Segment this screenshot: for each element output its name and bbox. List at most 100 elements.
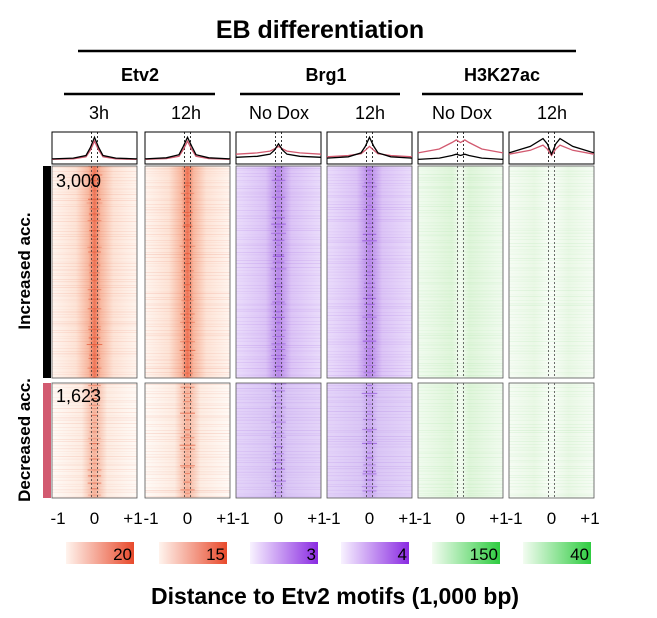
x-tick-label: +1	[398, 509, 417, 528]
heatmap-cells	[327, 166, 412, 378]
profile-line	[508, 137, 595, 156]
condition-label: 12h	[355, 103, 385, 123]
heatmap-decreased	[144, 382, 231, 499]
colorbar-gradient	[250, 542, 318, 564]
heatmap-decreased	[326, 382, 413, 499]
figure-title: EB differentiation	[216, 16, 424, 44]
x-tick-label: -1	[50, 509, 65, 528]
colorbar-gradient	[523, 542, 591, 564]
x-tick-label: 0	[365, 509, 374, 528]
heatmap-decreased	[235, 382, 322, 499]
heatmap-frame	[144, 382, 231, 499]
colorbar: 20	[66, 542, 134, 564]
colorbar-gradient	[432, 542, 500, 564]
profile-plot	[235, 131, 322, 165]
profile-line	[235, 145, 322, 155]
profile-line	[235, 142, 322, 158]
colorbar-max-label: 20	[113, 545, 132, 564]
cluster-label-decreased: Decreased acc.	[15, 378, 34, 502]
heatmap-cells	[236, 166, 321, 378]
x-tick-label: 0	[274, 509, 283, 528]
x-tick-label: -1	[234, 509, 249, 528]
profile-line	[417, 139, 504, 154]
heatmap-frame	[326, 165, 413, 379]
heatmap-increased	[51, 165, 138, 379]
x-tick-label: -1	[416, 509, 431, 528]
condition-label: 12h	[171, 103, 201, 123]
colorbar: 4	[341, 542, 409, 564]
heatmap-cells	[418, 383, 503, 498]
x-tick-labels: -1 0 +1 -1 0 +1-1 0 +1-1 0 +1-1 0 +1-1 0 +1	[50, 509, 599, 528]
heatmap-frame	[326, 382, 413, 499]
cluster-bar-decreased	[43, 383, 51, 498]
heatmap-decreased	[417, 382, 504, 499]
colorbar-gradient	[341, 542, 409, 564]
heatmap-decreased	[508, 382, 595, 499]
heatmap-frame	[508, 382, 595, 499]
colorbar-max-label: 40	[570, 545, 589, 564]
heatmap-decreased	[51, 382, 138, 499]
heatmap-frame	[235, 165, 322, 379]
colorbar-max-label: 150	[470, 545, 498, 564]
colorbar-max-label: 3	[307, 545, 316, 564]
x-tick-label: 0	[547, 509, 556, 528]
cluster-label-increased: Increased acc.	[15, 212, 34, 329]
x-tick-label: -1	[507, 509, 522, 528]
cluster-bar-increased	[43, 166, 51, 378]
condition-label: No Dox	[249, 103, 309, 123]
x-tick-label: -1	[143, 509, 158, 528]
profile-line	[51, 139, 138, 161]
profile-plot	[508, 131, 595, 165]
condition-label: 3h	[89, 103, 109, 123]
x-tick-label: 0	[456, 509, 465, 528]
profile-plot	[144, 131, 231, 165]
profile-plot	[51, 131, 138, 165]
heatmap-cells	[509, 383, 594, 498]
heatmap-frame	[417, 165, 504, 379]
profile-line	[417, 153, 504, 161]
heatmap-cells	[145, 383, 230, 498]
x-tick-label: 0	[90, 509, 99, 528]
heatmap-cells	[236, 383, 321, 498]
profile-plot	[326, 131, 413, 165]
x-tick-label: +1	[307, 509, 326, 528]
group-label-h3k27ac: H3K27ac	[464, 65, 540, 85]
heatmap-cells	[52, 166, 137, 378]
x-tick-label: +1	[580, 509, 599, 528]
heatmap-cells	[145, 166, 230, 378]
group-label-etv2: Etv2	[121, 65, 159, 85]
profile-line	[51, 135, 138, 160]
heatmap-cells	[327, 383, 412, 498]
heatmap-frame	[51, 165, 138, 379]
heatmap-cells	[509, 166, 594, 378]
profile-frame	[508, 131, 595, 165]
heatmap-cells	[52, 383, 137, 498]
x-tick-label: 0	[183, 509, 192, 528]
x-tick-label: +1	[123, 509, 142, 528]
profile-line	[144, 139, 231, 161]
heatmap-frame	[51, 382, 138, 499]
heatmap-increased	[235, 165, 322, 379]
heatmap-increased	[417, 165, 504, 379]
cluster-count-decreased: 1,623	[56, 386, 101, 406]
colorbar: 15	[159, 542, 227, 564]
colorbar-gradient	[159, 542, 227, 564]
condition-label: 12h	[537, 103, 567, 123]
heatmap-frame	[508, 165, 595, 379]
profile-frame	[326, 131, 413, 165]
profile-line	[326, 135, 413, 159]
x-tick-label: +1	[489, 509, 508, 528]
colorbar-gradient	[66, 542, 134, 564]
profile-frame	[235, 131, 322, 165]
colorbar: 150	[432, 542, 500, 564]
condition-label: No Dox	[432, 103, 492, 123]
group-label-brg1: Brg1	[305, 65, 346, 85]
heatmap-cells	[418, 166, 503, 378]
colorbar-max-label: 15	[206, 545, 225, 564]
profile-line	[144, 135, 231, 160]
colorbar: 40	[523, 542, 591, 564]
colorbar: 3	[250, 542, 318, 564]
heatmap-increased	[144, 165, 231, 379]
colorbar-max-label: 4	[398, 545, 407, 564]
